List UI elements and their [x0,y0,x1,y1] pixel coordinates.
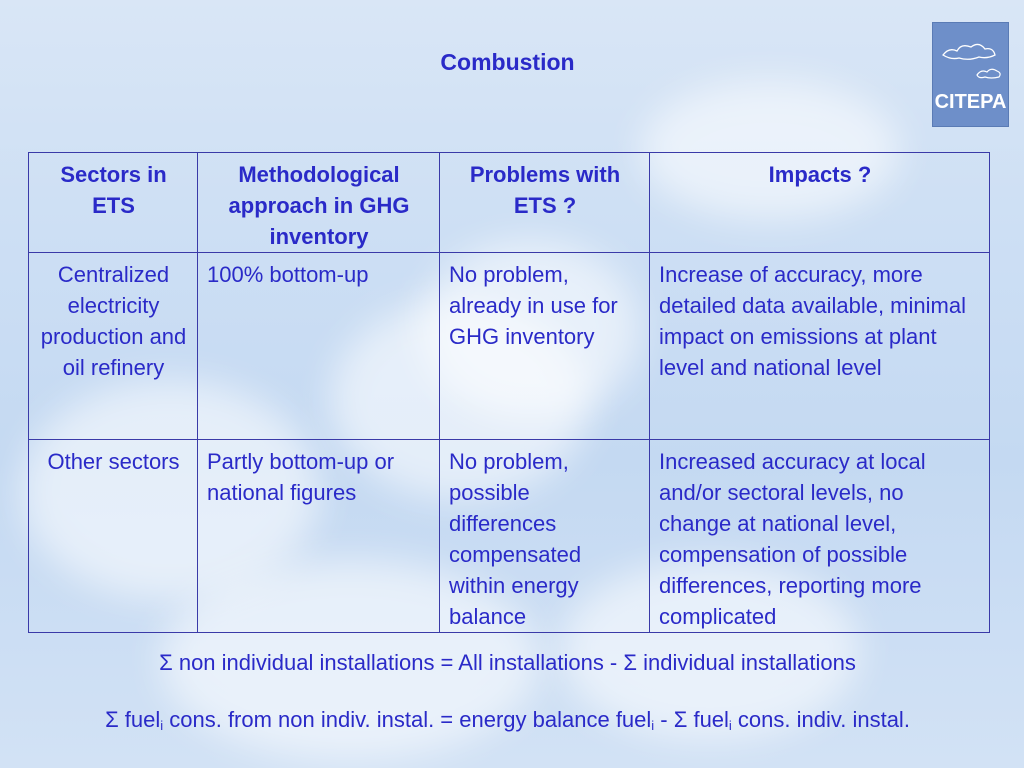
formula-fuel-consumption: Σ fueli cons. from non indiv. instal. = … [0,707,1015,733]
cell-impacts: Increased accuracy at local and/or secto… [649,439,990,633]
formula-part: cons. from non indiv. instal. = energy b… [163,707,652,732]
formula-part: cons. indiv. instal. [731,707,910,732]
table-row: Centralized electricity production and o… [28,252,990,440]
cloud-icon [942,43,1001,79]
cell-problems: No problem, already in use for GHG inven… [439,252,650,440]
cell-approach: 100% bottom-up [197,252,440,440]
header-impacts: Impacts ? [649,152,990,253]
logo-text: CITEPA [934,91,1007,113]
ets-table: Sectors in ETS Methodological approach i… [28,152,990,633]
formula-part: Σ fuel [105,707,161,732]
citepa-logo: CITEPA [932,22,1009,127]
header-approach: Methodological approach in GHG inventory [197,152,440,253]
table-row: Other sectors Partly bottom-up or nation… [28,439,990,633]
table-header-row: Sectors in ETS Methodological approach i… [28,152,990,253]
cell-sector: Other sectors [28,439,198,633]
header-sectors: Sectors in ETS [28,152,198,253]
cell-problems: No problem, possible differences compens… [439,439,650,633]
cell-impacts: Increase of accuracy, more detailed data… [649,252,990,440]
header-problems: Problems with ETS ? [439,152,650,253]
cell-approach: Partly bottom-up or national figures [197,439,440,633]
page-title: Combustion [440,49,575,75]
formula-installations: Σ non individual installations = All ins… [159,650,856,675]
cell-sector: Centralized electricity production and o… [28,252,198,440]
formula-part: - Σ fuel [654,707,729,732]
